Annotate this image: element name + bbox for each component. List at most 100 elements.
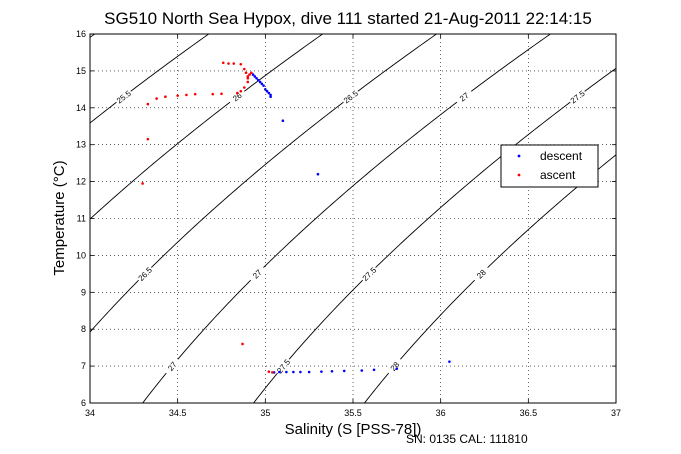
descent-point: [281, 119, 285, 123]
isopycnal-25-5: [90, 34, 210, 124]
isopycnal-26-5: [90, 34, 438, 333]
contour-label-bg: [567, 87, 588, 107]
descent-point: [372, 368, 376, 372]
ascent-point: [271, 371, 274, 374]
descent-point: [316, 172, 320, 176]
isopycnal-28: [363, 154, 616, 403]
descent-point: [255, 76, 258, 80]
ascent-point: [211, 92, 215, 96]
y-tick-label: 12: [76, 177, 86, 187]
contour-label-bg: [359, 264, 380, 284]
descent-point: [264, 88, 267, 91]
descent-point: [269, 93, 272, 97]
x-ticks: 34 34.5 35 35.5 36 36.5 37: [85, 34, 621, 418]
ascent-point: [227, 62, 230, 65]
descent-point: [267, 91, 271, 95]
descent-point: [299, 370, 302, 374]
legend-marker-ascent: [517, 173, 521, 177]
descent-point: [257, 78, 260, 82]
contour-label-bg: [247, 263, 267, 284]
descent-point: [262, 84, 265, 87]
contour-label: 26.5: [137, 265, 155, 283]
y-tick-label: 13: [76, 140, 86, 150]
contour-label-bg: [135, 263, 155, 284]
x-tick-label: 35: [260, 408, 270, 418]
ascent-point: [146, 137, 150, 141]
descent-point: [269, 95, 272, 99]
contour-label-bg: [113, 87, 134, 107]
y-tick-label: 6: [81, 398, 86, 408]
y-tick-label: 10: [76, 250, 86, 260]
descent-point: [330, 369, 334, 373]
y-tick-label: 15: [76, 66, 86, 76]
ascent-point: [248, 73, 251, 76]
legend-box: [500, 144, 599, 188]
ascent-point: [242, 67, 246, 71]
x-tick-label: 36.5: [520, 408, 538, 418]
ascent-point: [193, 92, 197, 96]
contour-label-bg: [226, 87, 248, 107]
descent-point: [292, 370, 295, 374]
ascent-point: [239, 62, 243, 66]
legend-label-ascent: ascent: [540, 168, 576, 182]
descent-point: [360, 369, 364, 372]
gridlines: [90, 34, 616, 403]
descent-point: [307, 370, 311, 374]
serial-cal-footer: SN: 0135 CAL: 111810: [406, 432, 528, 446]
descent-point: [395, 367, 399, 370]
y-tick-label: 16: [76, 29, 86, 39]
ascent-point: [141, 182, 144, 185]
descent-point: [278, 370, 281, 374]
x-tick-label: 34: [85, 408, 95, 418]
contour-label-bg: [384, 356, 405, 377]
ascent-point: [244, 71, 248, 75]
contour-label-bg: [471, 264, 492, 284]
y-tick-label: 9: [81, 287, 86, 297]
descent-point: [285, 370, 288, 374]
descent-point: [258, 80, 262, 84]
x-axis-label: Salinity (S [PSS-78]): [285, 421, 422, 438]
ascent-point: [176, 94, 179, 97]
y-tick-label: 7: [81, 361, 86, 371]
ascent-point: [155, 97, 158, 100]
isopycnal-27: [142, 34, 552, 403]
ascent-point: [185, 93, 188, 97]
ascent-point: [267, 370, 271, 373]
descent-point: [260, 82, 264, 86]
ascent-point: [246, 80, 250, 84]
x-tick-label: 35.5: [344, 408, 362, 418]
ascent-point: [221, 61, 225, 65]
ascent-point: [235, 91, 239, 95]
y-axis-label: Temperature (°C): [51, 160, 68, 275]
ascent-point: [146, 102, 150, 106]
x-tick-label: 34.5: [169, 408, 187, 418]
ascent-point: [220, 92, 223, 96]
y-ticks: 6 7 8 9 10 11 12 13 14 15 16: [76, 29, 616, 408]
contour-label-bg: [162, 356, 182, 377]
contour-label: 27.5: [275, 357, 292, 375]
legend-marker-descent: [517, 154, 521, 158]
chart-title: SG510 North Sea Hypox, dive 111 started …: [104, 9, 592, 28]
x-tick-label: 37: [611, 408, 621, 418]
contour-label-bg: [453, 87, 475, 107]
ascent-point: [232, 62, 236, 65]
descent-point: [253, 75, 257, 78]
density-contours: [90, 34, 616, 403]
ascent-point: [241, 342, 244, 346]
ascent-point: [246, 75, 250, 78]
ascent-point: [246, 76, 250, 80]
x-tick-label: 36: [436, 408, 446, 418]
descent-point: [342, 369, 346, 373]
contour-label-bg: [340, 87, 361, 107]
isopycnal-25: [90, 34, 96, 38]
y-tick-label: 8: [81, 324, 86, 334]
isopycnal-27-5: [253, 67, 616, 403]
y-tick-label: 14: [76, 103, 86, 113]
descent-point: [265, 89, 269, 93]
ascent-point: [242, 86, 246, 89]
legend-label-descent: descent: [540, 149, 583, 163]
ascent-point: [239, 89, 243, 93]
y-tick-label: 11: [77, 214, 86, 224]
descent-point: [251, 73, 255, 76]
